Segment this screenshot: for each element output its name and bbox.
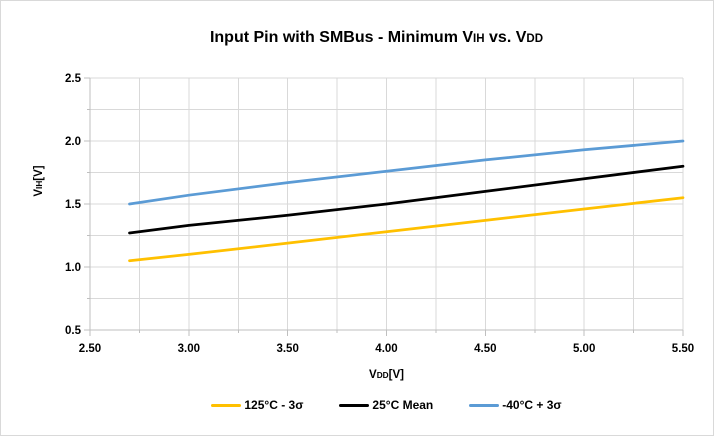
x-tick-label: 4.50 <box>474 343 496 355</box>
legend-item-0: 125°C - 3σ <box>211 398 303 412</box>
x-axis-title: VDD[V] <box>90 369 683 381</box>
y-tick-label: 1.0 <box>65 262 81 274</box>
legend-item-2: -40°C + 3σ <box>469 398 562 412</box>
chart-title: Input Pin with SMBus - Minimum VIH vs. V… <box>80 29 673 47</box>
x-tick-label: 5.00 <box>573 343 595 355</box>
y-tick-label: 2.0 <box>65 136 81 148</box>
x-tick-label: 3.00 <box>178 343 200 355</box>
series-line-2 <box>128 139 685 206</box>
legend-line-swatch <box>211 403 242 407</box>
legend-label: 25°C Mean <box>372 398 434 412</box>
x-tick-label: 5.50 <box>672 343 694 355</box>
series-line-1 <box>128 164 685 235</box>
title-text: V <box>369 369 377 381</box>
title-subscript-text: IH <box>473 33 485 45</box>
title-subscript-text: DD <box>376 371 389 380</box>
legend-line-swatch <box>469 403 500 407</box>
x-tick-label: 2.50 <box>79 343 101 355</box>
legend-label: 125°C - 3σ <box>244 398 304 412</box>
legend: 125°C - 3σ 25°C Mean -40°C + 3σ <box>90 395 683 415</box>
y-tick-label: 2.5 <box>65 73 82 85</box>
y-tick-label: 0.5 <box>65 325 82 337</box>
title-subscript-text: IH <box>35 180 44 189</box>
legend-line-swatch <box>339 403 370 407</box>
title-text: vs. V <box>484 29 527 46</box>
title-subscript-text: DD <box>526 33 544 45</box>
x-tick-label: 4.00 <box>375 343 397 355</box>
legend-label: -40°C + 3σ <box>502 398 562 412</box>
x-tick-label: 3.50 <box>276 343 298 355</box>
y-tick-label: 1.5 <box>65 199 82 211</box>
title-text: [V] <box>388 369 404 381</box>
title-text: Input Pin with SMBus - Minimum V <box>209 29 474 46</box>
title-text: [V] <box>33 165 45 181</box>
y-axis-title: VIH[V] <box>33 165 45 196</box>
series-line-0 <box>128 196 685 263</box>
title-text: V <box>33 188 45 197</box>
legend-item-1: 25°C Mean <box>339 398 433 412</box>
